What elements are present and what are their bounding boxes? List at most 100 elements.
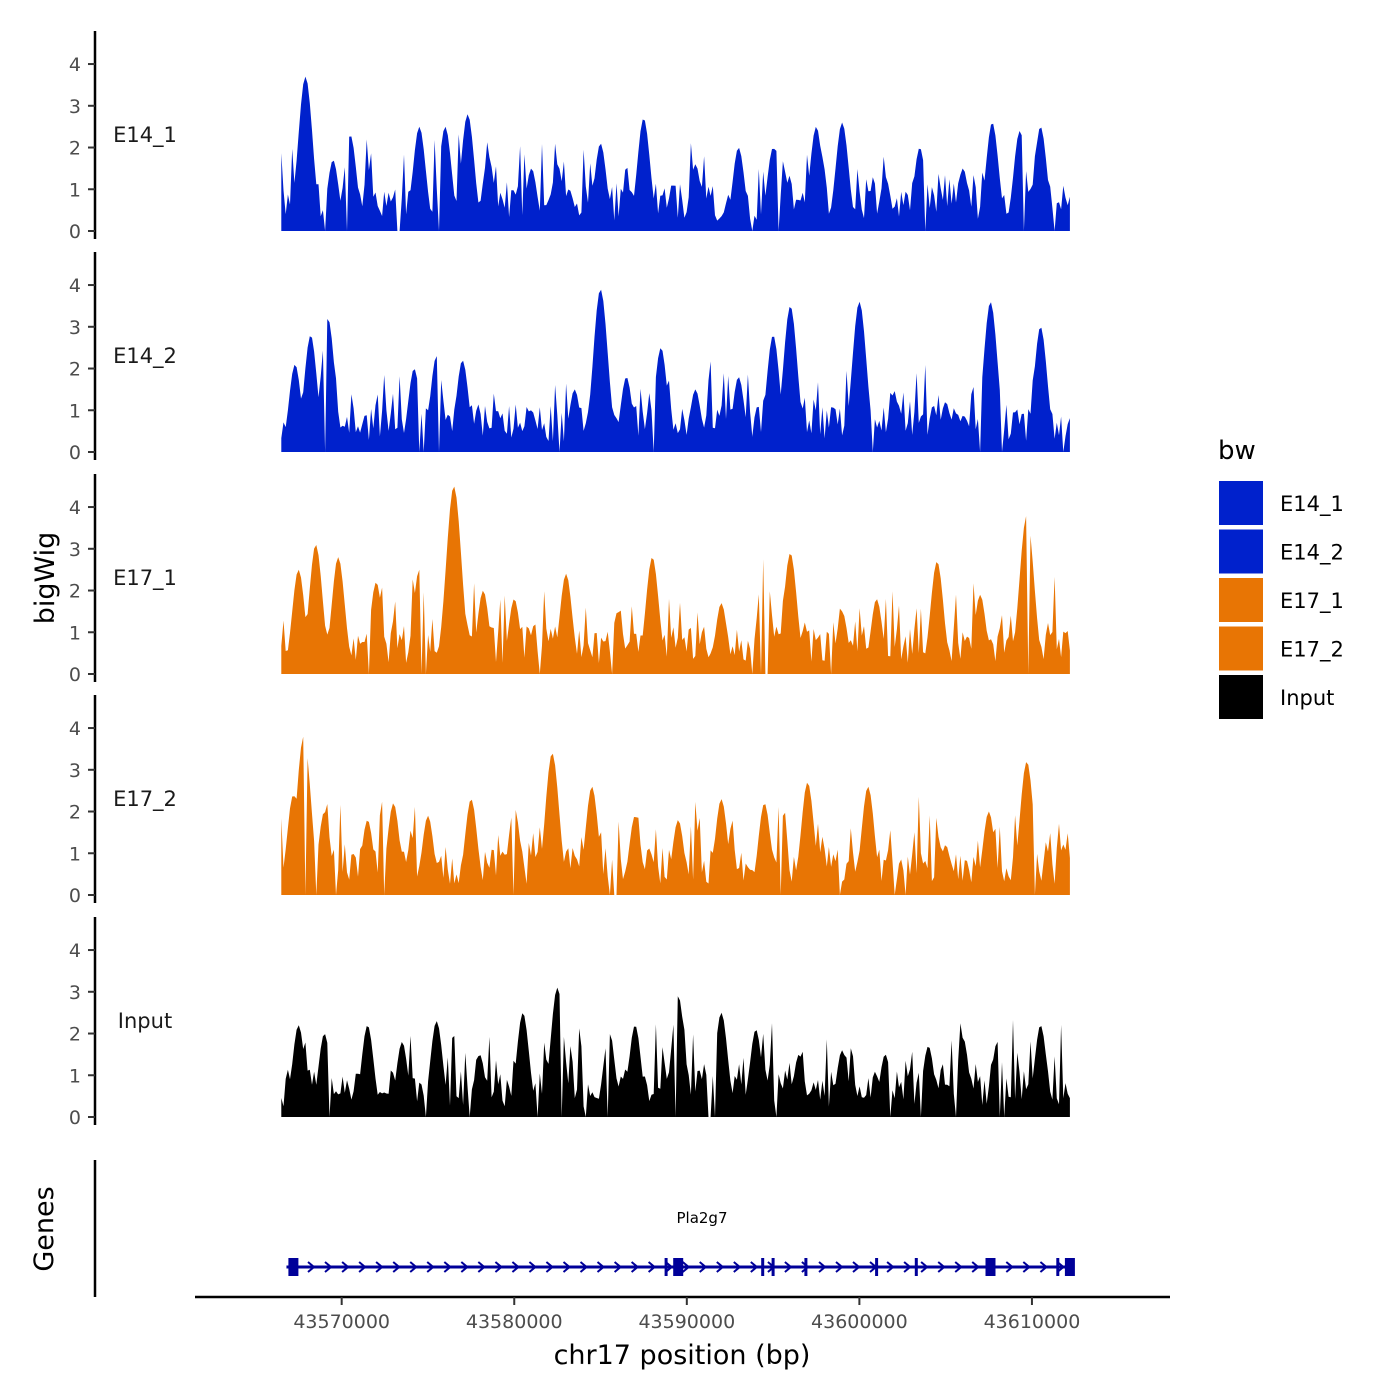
track-panel-e14-2: E14_2 0 1 2 3 4 (69, 252, 1070, 464)
y-tick-label: 2 (69, 138, 81, 160)
gene-exon (985, 1258, 996, 1276)
gene-exon (914, 1258, 918, 1276)
x-tick-label: 43580000 (466, 1311, 563, 1333)
strand-arrow (613, 1261, 623, 1273)
y-tick-label: 3 (69, 96, 81, 118)
strand-arrow (954, 1261, 963, 1273)
track-label: Input (118, 1009, 172, 1033)
strand-arrow (801, 1261, 810, 1273)
y-axis-title: bigWig (30, 532, 61, 625)
track-panel-e17-2: E17_2 0 1 2 3 4 (69, 695, 1070, 907)
track-panel-e17-1: E17_1 0 1 2 3 4 (69, 474, 1070, 686)
y-tick-label: 3 (69, 317, 81, 339)
x-tick-label: 43610000 (984, 1311, 1081, 1333)
strand-arrow (647, 1261, 657, 1273)
strand-arrow (903, 1261, 912, 1273)
gene-name-label: Pla2g7 (676, 1209, 727, 1227)
legend-label: E17_1 (1280, 589, 1344, 614)
strand-arrow (341, 1261, 350, 1273)
legend-title: bw (1218, 436, 1256, 466)
coverage-area-e14-1 (281, 76, 1070, 231)
gene-exon (804, 1258, 808, 1276)
y-tick-label: 0 (69, 664, 81, 686)
strand-arrow (579, 1261, 589, 1273)
y-tick-label: 4 (69, 54, 81, 76)
x-tick-label: 43570000 (293, 1311, 390, 1333)
gene-track-title: Genes (29, 1186, 60, 1271)
strand-arrow (511, 1261, 520, 1273)
strand-arrow (528, 1261, 537, 1273)
strand-arrow (358, 1261, 367, 1273)
legend-swatch-input (1219, 675, 1263, 719)
x-tick-label: 43600000 (811, 1311, 908, 1333)
strand-arrow (835, 1261, 844, 1273)
x-axis: 43570000 43580000 43590000 43600000 43610000 (195, 1295, 1170, 1333)
strand-arrow (494, 1261, 503, 1273)
legend-swatch-e17-2 (1219, 626, 1263, 671)
coverage-area-input (281, 987, 1070, 1117)
gene-exon (288, 1258, 299, 1276)
track-panel-e14-1: E14_1 0 1 2 3 4 (69, 31, 1070, 243)
legend-swatch-e17-1 (1219, 578, 1263, 622)
strand-arrow (750, 1261, 759, 1273)
strand-arrow (716, 1261, 725, 1273)
y-tick-label: 4 (69, 718, 81, 740)
strand-arrow (426, 1261, 435, 1273)
y-tick-label: 0 (69, 442, 81, 464)
y-tick-label: 1 (69, 400, 81, 422)
track-label: E17_1 (113, 566, 177, 591)
legend-label: E14_2 (1280, 541, 1344, 566)
strand-arrow (852, 1261, 861, 1273)
legend: bw E14_1 E14_2 E17_1 E17_2 Input (1218, 436, 1344, 719)
strand-arrow (596, 1261, 606, 1273)
y-tick-label: 4 (69, 497, 81, 519)
strand-arrow (682, 1261, 691, 1273)
y-tick-label: 4 (69, 940, 81, 962)
track-label: E17_2 (113, 787, 177, 812)
y-tick-label: 0 (69, 885, 81, 907)
y-tick-label: 0 (69, 221, 81, 243)
gene-exon (875, 1258, 879, 1276)
coverage-area-e17-1 (281, 486, 1070, 674)
strand-arrow (477, 1261, 486, 1273)
strand-arrow (324, 1261, 333, 1273)
y-tick-label: 4 (69, 275, 81, 297)
y-tick-label: 3 (69, 982, 81, 1004)
gene-exon (1064, 1258, 1075, 1276)
legend-swatch-e14-2 (1219, 529, 1263, 574)
y-tick-label: 0 (69, 1107, 81, 1129)
gene-exon (673, 1258, 684, 1276)
strand-arrow (630, 1261, 640, 1273)
strand-arrow (1005, 1261, 1014, 1273)
strand-arrow (460, 1261, 469, 1273)
x-axis-title: chr17 position (bp) (554, 1340, 811, 1371)
y-tick-label: 1 (69, 1065, 81, 1087)
y-tick-label: 2 (69, 1024, 81, 1046)
strand-arrow (665, 1261, 674, 1273)
strand-arrow (1039, 1261, 1048, 1273)
strand-arrow (784, 1261, 793, 1273)
strand-arrow (443, 1261, 452, 1273)
strand-arrow (392, 1261, 401, 1273)
legend-swatch-e14-1 (1219, 481, 1263, 525)
y-tick-label: 2 (69, 359, 81, 381)
x-tick-label: 43590000 (638, 1311, 735, 1333)
strand-arrow (971, 1261, 980, 1273)
strand-arrow (307, 1261, 316, 1273)
y-tick-label: 2 (69, 581, 81, 603)
strand-arrow (545, 1261, 554, 1273)
legend-label: Input (1280, 686, 1334, 710)
strand-arrow (409, 1261, 418, 1273)
legend-label: E14_1 (1280, 492, 1344, 517)
y-tick-label: 3 (69, 760, 81, 782)
y-tick-label: 3 (69, 539, 81, 561)
track-panel-input: Input 0 1 2 3 4 (69, 917, 1070, 1129)
legend-label: E17_2 (1280, 638, 1344, 663)
gene-exon (771, 1258, 775, 1276)
gene-track: Genes Pla2g7 (29, 1160, 1075, 1297)
strand-arrow (920, 1261, 929, 1273)
y-tick-label: 1 (69, 179, 81, 201)
strand-arrow (375, 1261, 384, 1273)
strand-arrow (699, 1261, 708, 1273)
